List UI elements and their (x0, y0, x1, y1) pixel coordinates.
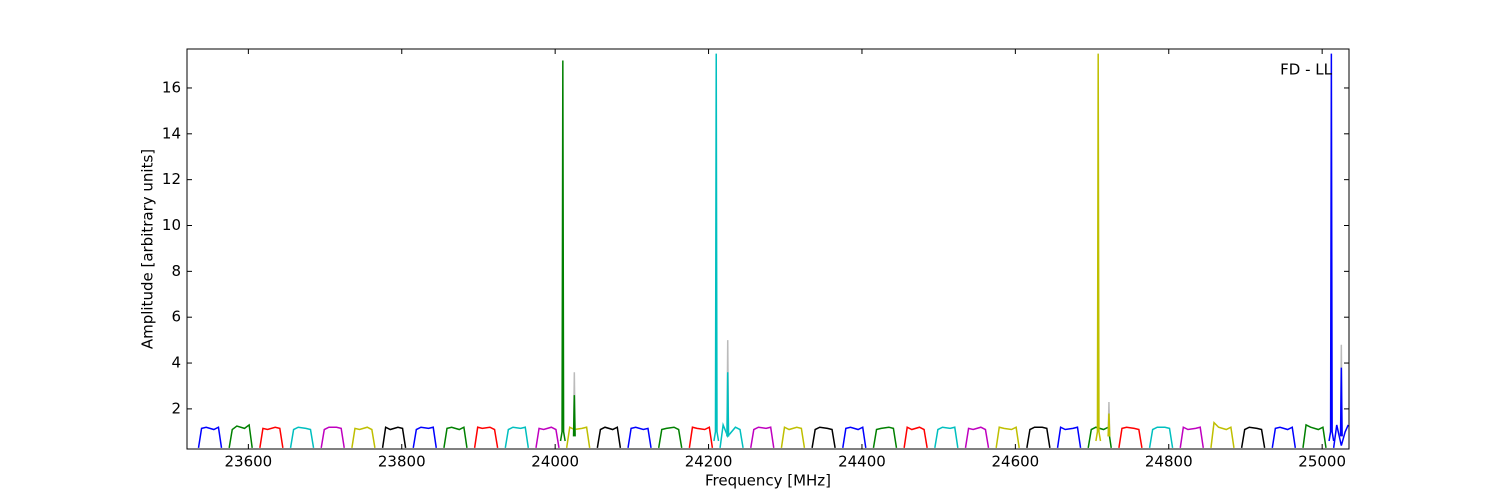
series-line (903, 426, 928, 448)
series-line (934, 426, 959, 448)
series-line (1302, 423, 1327, 448)
series-line (572, 395, 576, 437)
series-line (596, 426, 622, 448)
series-line (1148, 426, 1174, 448)
series-line (412, 426, 438, 448)
series-line (559, 60, 566, 442)
series-line (1328, 53, 1335, 442)
series-line (657, 426, 683, 448)
series-line (351, 426, 376, 448)
series-line (726, 372, 730, 437)
y-tick-label: 8 (171, 262, 181, 280)
series-line (1240, 426, 1266, 448)
series-line (1107, 413, 1111, 437)
series-line (1210, 421, 1235, 448)
series-line (688, 426, 714, 448)
y-tick-label: 2 (171, 399, 181, 417)
series-line (780, 426, 806, 448)
series-line (750, 426, 775, 448)
x-tick-label: 23800 (378, 453, 426, 471)
y-tick-label: 16 (162, 78, 181, 96)
series-line (1339, 367, 1343, 437)
series-line (228, 423, 253, 448)
y-tick-label: 10 (162, 216, 181, 234)
series-line (1332, 424, 1349, 448)
y-axis-label: Amplitude [arbitrary units] (139, 149, 157, 349)
series-line (1118, 426, 1143, 448)
series-line (565, 426, 591, 448)
series-line (197, 426, 223, 448)
x-tick-label: 24600 (991, 453, 1039, 471)
x-tick-label: 24000 (531, 453, 579, 471)
series-line (535, 426, 560, 448)
series-line (995, 426, 1020, 448)
series-line (473, 426, 499, 448)
series-line (713, 53, 720, 442)
series-line (811, 426, 836, 448)
y-tick-label: 14 (162, 124, 181, 142)
y-tick-label: 12 (162, 170, 181, 188)
series-line (443, 426, 468, 448)
series-line (1271, 426, 1297, 448)
y-tick-label: 6 (171, 308, 181, 326)
series-line (1056, 426, 1082, 448)
y-tick-label: 4 (171, 354, 181, 372)
series-line (259, 426, 284, 448)
series-line (289, 426, 315, 448)
x-tick-label: 24400 (838, 453, 886, 471)
x-tick-label: 25000 (1298, 453, 1346, 471)
axes-frame (186, 48, 1350, 450)
series-line (1095, 53, 1102, 442)
series-line (842, 426, 867, 448)
annotation: FD - LL (1280, 61, 1332, 79)
series-line (627, 426, 652, 448)
series-line (1026, 426, 1051, 448)
series-line (381, 426, 407, 448)
x-axis-label: Frequency [MHz] (705, 472, 831, 490)
x-tick-label: 24800 (1145, 453, 1193, 471)
plot-area (197, 53, 1349, 448)
series-line (964, 426, 990, 448)
series-line (872, 426, 898, 448)
series-line (320, 426, 345, 448)
x-tick-label: 23600 (225, 453, 273, 471)
x-tick-label: 24200 (685, 453, 733, 471)
series-line (1179, 426, 1205, 448)
series-line (504, 426, 530, 448)
series-line (719, 422, 744, 448)
